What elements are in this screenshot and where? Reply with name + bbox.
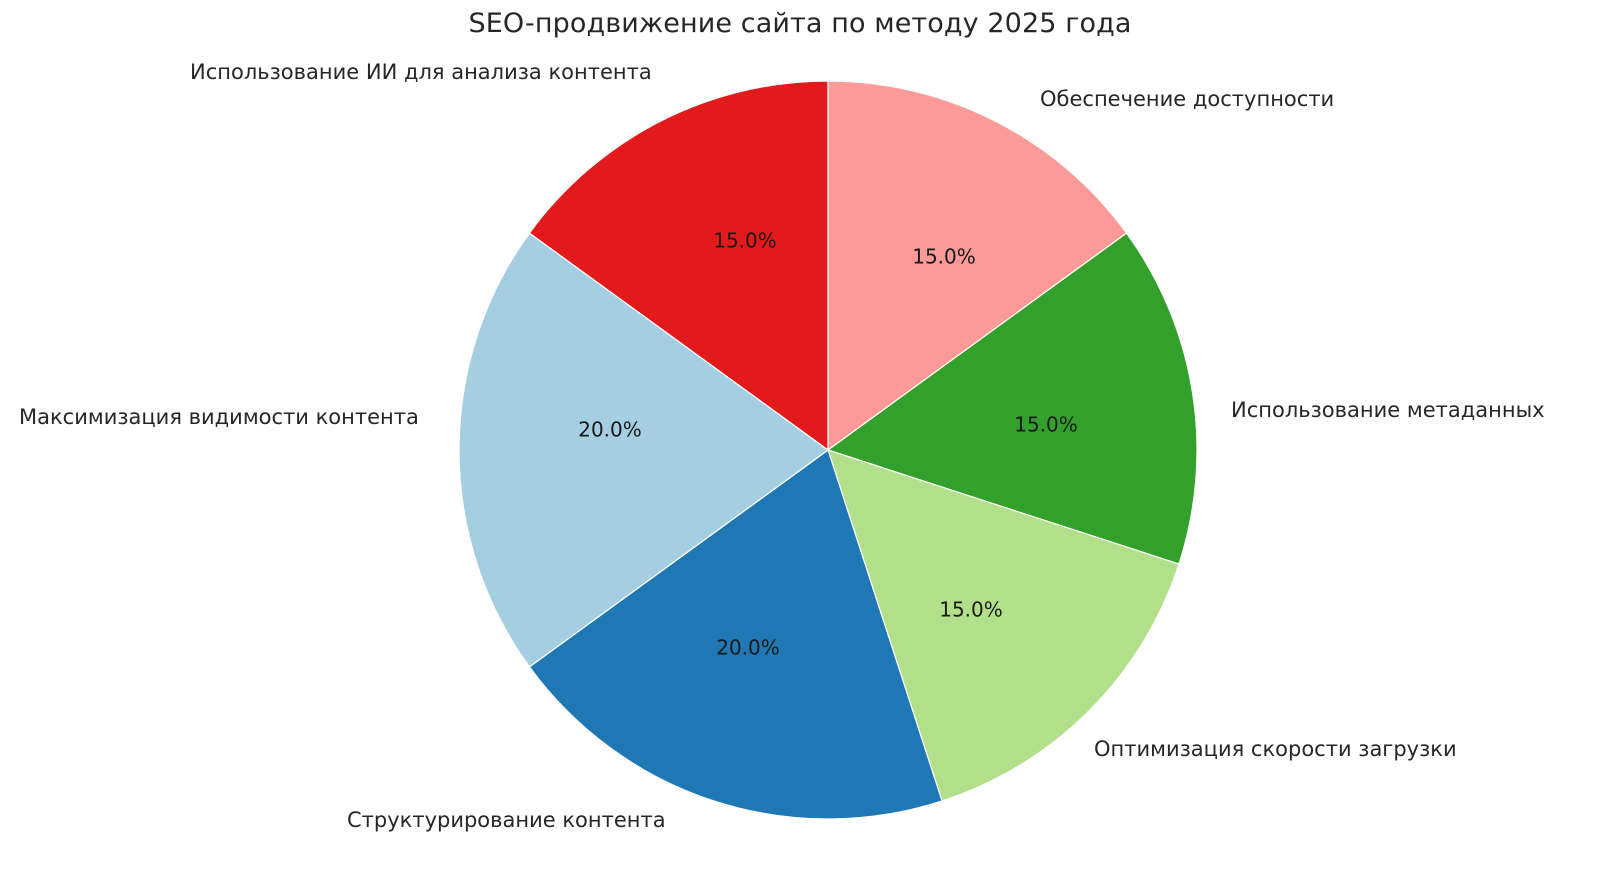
chart-title: SEO-продвижение сайта по методу 2025 год… bbox=[468, 8, 1132, 39]
pie-slice[interactable] bbox=[528, 449, 943, 820]
pie-slice-percent-label: 15.0% bbox=[713, 229, 777, 253]
pie-slice[interactable] bbox=[827, 232, 1198, 565]
pie-slice-percent-label: 20.0% bbox=[578, 418, 642, 442]
pie-slices-group bbox=[458, 80, 1198, 820]
pie-slice-category-label: Максимизация видимости контента bbox=[19, 405, 419, 429]
pie-slice-category-label: Структурирование контента bbox=[347, 808, 666, 832]
pie-slice-category-label: Использование ИИ для анализа контента bbox=[190, 60, 652, 84]
pie-percent-labels-group: 15.0% 15.0% 15.0% 20.0% 20.0% 15.0% bbox=[578, 229, 1078, 660]
pie-slice[interactable] bbox=[458, 232, 829, 668]
pie-slice-category-label: Использование метаданных bbox=[1231, 398, 1545, 422]
pie-slice[interactable] bbox=[827, 80, 1128, 451]
pie-category-labels-group: Обеспечение доступности Использование мет… bbox=[19, 60, 1545, 832]
pie-slice-category-label: Оптимизация скорости загрузки bbox=[1094, 737, 1457, 761]
pie-slice-category-label: Обеспечение доступности bbox=[1040, 87, 1334, 111]
pie-slice-percent-label: 20.0% bbox=[716, 636, 780, 660]
pie-slice-percent-label: 15.0% bbox=[912, 245, 976, 269]
pie-slice[interactable] bbox=[528, 80, 829, 451]
pie-slice-percent-label: 15.0% bbox=[939, 598, 1003, 622]
pie-slice-percent-label: 15.0% bbox=[1014, 413, 1078, 437]
pie-slice[interactable] bbox=[827, 449, 1180, 802]
